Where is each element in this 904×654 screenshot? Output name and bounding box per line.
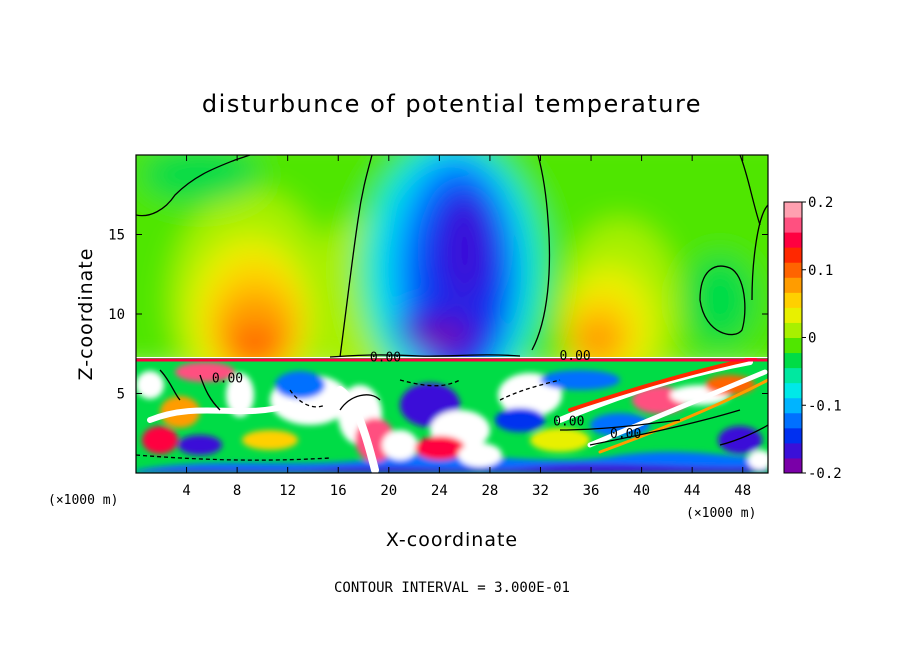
contour-interval-note: CONTOUR INTERVAL = 3.000E-01 (334, 580, 570, 596)
x-tick-label: 4 (182, 483, 190, 499)
contour-lines (136, 155, 768, 461)
x-tick-label: 12 (279, 483, 296, 499)
colorbar-segment (784, 412, 802, 429)
colorbar-segment (784, 382, 802, 399)
colorbar-segment (784, 232, 802, 248)
upper-region (136, 155, 768, 410)
y-axis: 5 10 15 (108, 228, 768, 403)
colorbar-tick-label: 0 (808, 331, 816, 347)
contour-label: 0.00 (610, 427, 641, 442)
colorbar: 0.2 0.1 0 -0.1 -0.2 (783, 195, 842, 482)
colorbar-segment (784, 427, 802, 444)
x-tick-label: 28 (481, 483, 498, 499)
colorbar-segment (784, 292, 802, 308)
colorbar-segment (784, 262, 802, 278)
lower-region (136, 357, 768, 473)
contour-label: 0.00 (559, 349, 590, 364)
x-tick-label: 36 (583, 483, 600, 499)
contour-label: 0.00 (553, 414, 584, 429)
contour-label: 0.00 (370, 351, 401, 366)
x-tick-label: 8 (233, 483, 241, 499)
y-tick-label: 5 (117, 387, 125, 403)
colorbar-segment (784, 337, 802, 354)
contour-label: 0.00 (212, 371, 243, 386)
colorbar-tick-label: -0.2 (808, 466, 842, 482)
heatmap-field (136, 155, 768, 473)
y-axis-label: Z-coordinate (75, 248, 97, 381)
colorbar-segment (784, 277, 802, 293)
colorbar-segment (784, 322, 802, 338)
y-tick-label: 15 (108, 228, 125, 244)
x-axis: 4 8 12 16 20 24 28 32 36 40 44 48 (182, 155, 751, 499)
contour-labels: 0.00 0.00 0.00 0.00 0.00 (212, 349, 641, 442)
x-tick-label: 48 (734, 483, 751, 499)
x-tick-label: 24 (431, 483, 448, 499)
colorbar-segment (784, 247, 802, 263)
colorbar-segment (784, 352, 802, 369)
colorbar-tick-label: 0.2 (808, 195, 833, 211)
colorbar-segment (784, 217, 802, 233)
x-tick-label: 16 (330, 483, 347, 499)
colorbar-segment (784, 397, 802, 414)
colorbar-tick-label: 0.1 (808, 263, 833, 279)
x-tick-label: 44 (684, 483, 701, 499)
colorbar-segment (784, 202, 802, 218)
colorbar-segment (784, 367, 802, 384)
colorbar-segment (784, 457, 802, 474)
y-tick-label: 10 (108, 307, 125, 323)
chart-title: disturbunce of potential temperature (202, 90, 702, 118)
colorbar-segment (784, 307, 802, 323)
x-tick-label: 20 (380, 483, 397, 499)
colorbar-segment (784, 442, 802, 459)
x-unit-left: (×1000 m) (48, 493, 118, 508)
x-axis-label: X-coordinate (386, 529, 518, 551)
x-unit-right: (×1000 m) (686, 506, 756, 521)
x-tick-label: 40 (633, 483, 650, 499)
x-tick-label: 32 (532, 483, 549, 499)
colorbar-tick-label: -0.1 (808, 398, 842, 414)
